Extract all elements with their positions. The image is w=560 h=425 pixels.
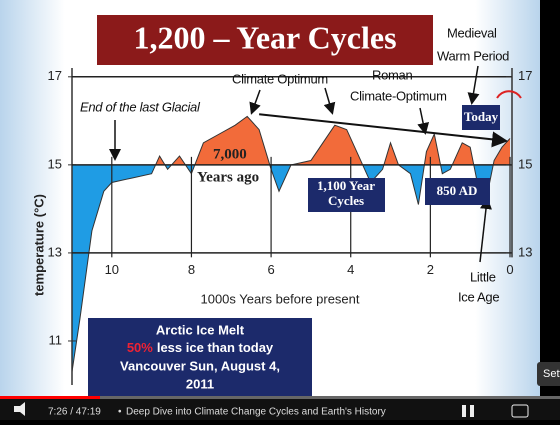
news-line: 2011 xyxy=(186,376,214,391)
captions-button[interactable] xyxy=(511,404,529,418)
y-tick-label: 11 xyxy=(49,332,63,347)
arrow xyxy=(467,65,480,105)
news-highlight: 50% xyxy=(127,340,153,355)
x-tick-label: 0 xyxy=(506,262,513,277)
news-line: Vancouver Sun, August 4, xyxy=(120,358,280,373)
time: 7:26 / 47:19 xyxy=(48,407,101,418)
y-tick-label: 15 xyxy=(48,156,62,171)
x-tick-label: 8 xyxy=(188,262,195,277)
annotation: Years ago xyxy=(197,169,259,185)
x-axis-label: 1000s Years before present xyxy=(200,291,359,306)
separator: • xyxy=(118,407,122,418)
news-line: 50% less ice than today xyxy=(127,340,274,355)
chart-title: 1,200 – Year Cycles xyxy=(133,19,396,55)
annotation: Warm Period xyxy=(437,48,509,63)
x-tick-label: 2 xyxy=(427,262,434,277)
tooltip-text: Sett xyxy=(543,368,560,380)
annotation: End of the last Glacial xyxy=(80,99,201,114)
arrow xyxy=(249,89,261,115)
annotation: Roman xyxy=(372,67,412,82)
chapter-title[interactable]: Deep Dive into Climate Change Cycles and… xyxy=(126,407,386,418)
volume-button[interactable] xyxy=(14,402,25,416)
news-text: less ice than today xyxy=(157,340,274,355)
y2-tick-label: 15 xyxy=(518,156,532,171)
pause-button[interactable] xyxy=(470,405,474,417)
x-tick-label: 10 xyxy=(105,262,119,277)
callout: Today xyxy=(464,109,499,124)
y-tick-label: 13 xyxy=(48,244,62,259)
title-box xyxy=(97,15,433,65)
area-above xyxy=(71,116,511,165)
y-axis-label: temperature (°C) xyxy=(31,194,46,296)
annotation: Little xyxy=(470,269,496,284)
tooltip xyxy=(537,362,560,386)
arrow xyxy=(323,87,336,115)
callout-box xyxy=(462,105,500,130)
news-line: Arctic Ice Melt xyxy=(156,322,245,337)
arrow xyxy=(479,197,492,263)
callout: Cycles xyxy=(328,193,364,208)
x-tick-label: 4 xyxy=(347,262,354,277)
callout-box xyxy=(425,178,490,205)
progress-played[interactable] xyxy=(0,396,100,399)
annotation: Climate Optimum xyxy=(232,71,328,86)
y-tick-label: 17 xyxy=(48,68,62,83)
callout: 1,100 Year xyxy=(317,178,375,193)
y2-tick-label: 13 xyxy=(518,244,532,259)
annotation: Ice Age xyxy=(458,289,499,304)
arrow xyxy=(417,107,430,135)
line xyxy=(71,115,511,372)
trend-arrow xyxy=(259,113,509,148)
player-bar xyxy=(0,396,560,420)
annotation: Climate-Optimum xyxy=(350,88,447,103)
progress-track[interactable] xyxy=(0,396,560,399)
highlight-arc xyxy=(496,90,522,99)
pause-button[interactable] xyxy=(462,405,466,417)
x-tick-label: 6 xyxy=(267,262,274,277)
callout-box xyxy=(308,178,385,212)
annotation: 7,000 xyxy=(213,146,247,162)
y2-tick-label: 17 xyxy=(518,68,532,83)
news-box xyxy=(88,318,312,400)
callout: 850 AD xyxy=(437,183,478,198)
letterbox xyxy=(540,0,560,400)
annotation: Medieval xyxy=(447,25,497,40)
